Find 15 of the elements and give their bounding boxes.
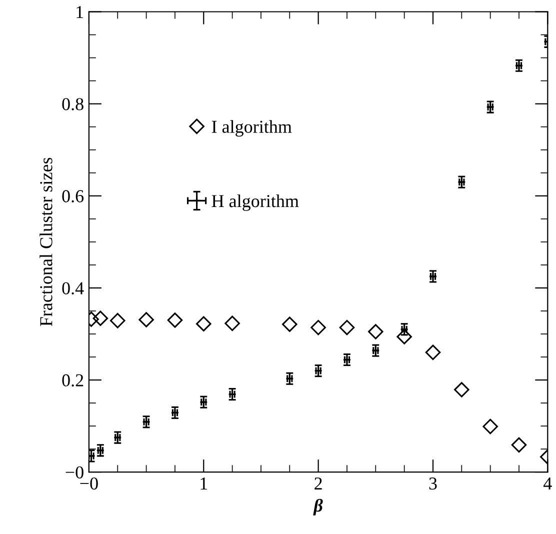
y-tick-label: 0.2 <box>62 374 84 387</box>
y-tick-label: 1 <box>76 6 84 18</box>
x-tick-label: 4 <box>544 478 552 490</box>
y-tick-label: 0.6 <box>62 190 84 202</box>
x-axis-title: β <box>313 498 323 516</box>
y-tick-label: 0.8 <box>62 98 84 110</box>
x-tick-label: 1 <box>200 478 208 490</box>
x-tick-label: 3 <box>429 477 437 490</box>
y-axis-title: Fractional Cluster sizes <box>40 158 52 326</box>
legend-label: I algorithm <box>212 120 292 137</box>
legend-label: H algorithm <box>212 194 299 211</box>
x-tick-label: 2 <box>314 477 322 490</box>
y-tick-label: −0 <box>66 466 84 478</box>
y-tick-label: 0.4 <box>62 282 84 294</box>
x-tick-label: −0 <box>80 477 98 490</box>
